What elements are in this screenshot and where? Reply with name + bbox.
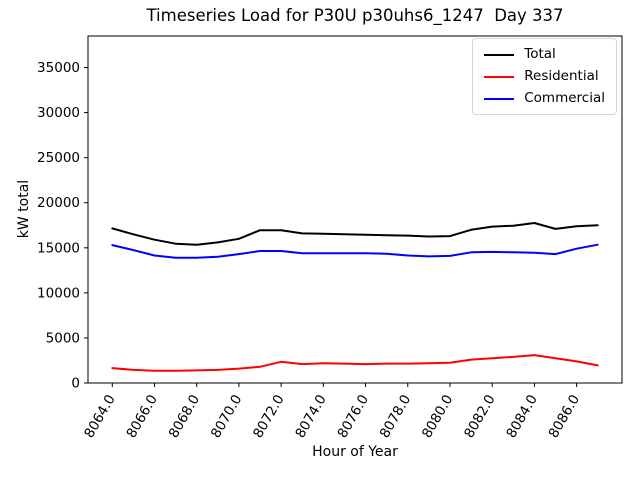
x-tick-label: 8076.0 <box>335 392 372 441</box>
legend-line-swatch <box>484 53 515 56</box>
y-tick-label: 30000 <box>37 105 80 121</box>
x-tick-label: 8068.0 <box>166 392 203 441</box>
y-tick-label: 0 <box>71 376 80 392</box>
x-tick-label: 8078.0 <box>377 392 414 441</box>
legend: Total Residential Commercial <box>472 38 617 115</box>
legend-label: Residential <box>524 68 599 84</box>
legend-entry-residential: Residential <box>484 68 605 85</box>
series-line-residential <box>111 354 599 372</box>
x-tick-label: 8082.0 <box>461 392 498 441</box>
x-axis-label: Hour of Year <box>312 444 398 460</box>
legend-label: Commercial <box>524 90 605 106</box>
legend-line-swatch <box>484 97 515 100</box>
x-tick-label: 8070.0 <box>208 392 245 441</box>
x-tick-label: 8086.0 <box>546 392 583 441</box>
y-axis-label: kW total <box>16 179 32 239</box>
legend-line-swatch <box>484 75 515 78</box>
y-tick-label: 20000 <box>37 195 80 211</box>
legend-entry-total: Total <box>484 46 605 63</box>
x-tick-label: 8084.0 <box>503 392 540 441</box>
x-tick-label: 8072.0 <box>250 392 287 441</box>
series-line-total <box>111 222 599 246</box>
x-tick-label: 8066.0 <box>123 392 160 441</box>
x-tick-label: 8080.0 <box>419 392 456 441</box>
axes-frame <box>87 35 623 384</box>
y-tick-label: 5000 <box>46 330 80 346</box>
y-tick-label: 15000 <box>37 240 80 256</box>
y-tick-label: 35000 <box>37 60 80 76</box>
y-tick-label: 25000 <box>37 150 80 166</box>
chart-title: Timeseries Load for P30U p30uhs6_1247 Da… <box>146 6 564 25</box>
series-line-commercial <box>111 243 599 259</box>
legend-entry-commercial: Commercial <box>484 90 605 107</box>
y-tick-label: 10000 <box>37 285 80 301</box>
x-tick-label: 8074.0 <box>292 392 329 441</box>
x-tick-label: 8064.0 <box>81 392 118 441</box>
legend-label: Total <box>524 46 556 62</box>
